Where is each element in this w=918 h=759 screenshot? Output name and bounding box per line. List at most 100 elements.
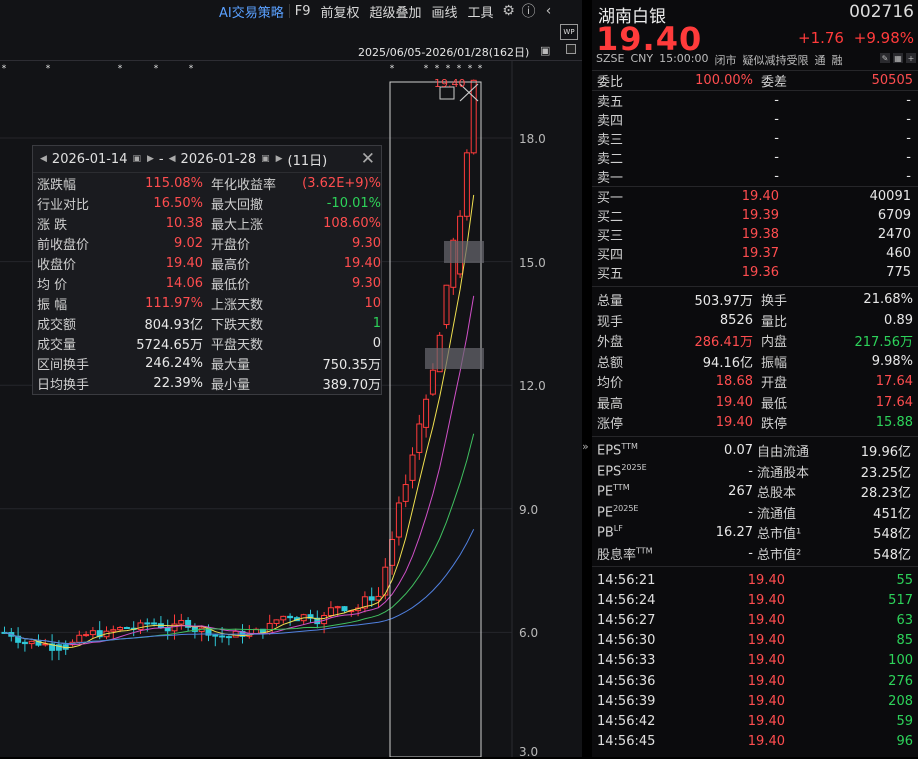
calendar-icon[interactable]: ▣	[132, 154, 141, 164]
y-tick-label: 9.0	[519, 503, 539, 517]
detail-value: 19.40	[715, 415, 753, 430]
close-icon[interactable]: ✕	[360, 149, 375, 169]
detail-value: 94.16亿	[702, 355, 753, 371]
stat-row: 日均换手 22.39% 最小量 389.70万	[33, 373, 381, 393]
wp-icon[interactable]: WP	[560, 24, 578, 40]
stat-value: 804.93亿	[144, 317, 204, 333]
next-end-arrow-icon[interactable]: ▶	[275, 154, 283, 164]
candle-body	[382, 566, 389, 596]
pencil-icon[interactable]: ✎	[880, 53, 890, 63]
fund-label: 总股本	[757, 486, 797, 501]
detail-label: 开盘	[761, 376, 788, 391]
fund-label-text: EPS	[597, 443, 622, 459]
event-star-icon: *	[189, 64, 194, 74]
tick-volume: 100	[888, 653, 913, 669]
kline-chart-panel[interactable]: * * * * * * * * * * * * 19.40 AI交易策略 F9 前复权 超级叠加 画线 …	[0, 0, 582, 759]
fund-label-sup: 2025E	[621, 462, 647, 472]
plus-icon[interactable]: +	[906, 53, 916, 63]
toolbar-ai-strategy[interactable]: AI交易策略	[219, 5, 284, 21]
fund-label-sup: 2025E	[613, 503, 639, 513]
end-date-field[interactable]: 2026-01-28	[180, 151, 257, 167]
chart-range-label: 2025/06/05-2026/01/28(162日)	[358, 46, 530, 59]
fund-label-text: EPS	[597, 464, 622, 480]
event-star-icon: *	[424, 64, 429, 74]
fund-label: EPS2025E	[592, 463, 675, 479]
calendar-icon[interactable]: ▣	[540, 44, 551, 57]
kline-chart[interactable]: * * * * * * * * * * * *19.40	[0, 0, 582, 757]
prev-start-arrow-icon[interactable]: ◀	[40, 154, 47, 164]
candle-body	[178, 619, 185, 625]
stat-label: 成交额	[37, 317, 77, 333]
toolbar-overlay[interactable]: 超级叠加	[369, 5, 422, 21]
quote-panel: 湖南白银 002716 19.40 +1.76 +9.98% SZSE CNY …	[592, 0, 918, 757]
fund-label: EPSTTM	[592, 442, 675, 458]
moving-average-line	[4, 529, 475, 644]
detail-value: 18.68	[715, 374, 753, 389]
ask-volume: -	[906, 150, 911, 165]
y-tick-label: 3.0	[519, 745, 539, 759]
stat-label: 平盘天数	[211, 337, 264, 353]
fund-value: 19.96亿	[860, 445, 911, 460]
market-status: 闭市	[714, 54, 737, 67]
divider	[592, 70, 918, 71]
help-icon[interactable]: ⓘ	[521, 4, 536, 20]
stat-value: 9.30	[352, 235, 381, 251]
candle-body	[327, 607, 334, 616]
stat-label: 日均换手	[37, 377, 90, 393]
ask-label: 卖二	[597, 152, 624, 167]
candle-body	[416, 423, 423, 453]
ask-row: 卖三 - -	[592, 129, 918, 148]
stat-value: 115.08%	[145, 175, 203, 191]
tick-time: 14:56:45	[597, 733, 656, 749]
tick-price: 19.40	[747, 573, 785, 588]
candle-body	[96, 630, 103, 638]
fund-value: 267	[728, 484, 753, 499]
candle-body	[307, 614, 314, 619]
stat-value: 108.60%	[323, 215, 381, 231]
ask-volume: -	[906, 93, 911, 108]
toolbar-draw[interactable]: 画线	[431, 5, 458, 21]
expand-arrow-icon[interactable]: »	[582, 440, 589, 453]
toolbar-adjust[interactable]: 前复权	[320, 5, 360, 21]
bid-row: 买五 19.36 775	[592, 263, 918, 282]
tick-time: 14:56:36	[597, 673, 656, 689]
event-star-icon: *	[2, 64, 7, 74]
fund-value: -	[748, 545, 753, 561]
y-tick-label: 6.0	[519, 626, 539, 640]
layout-icon[interactable]: ▦	[893, 53, 903, 63]
candle-body	[423, 398, 430, 428]
toolbar-tools[interactable]: 工具	[467, 5, 494, 21]
fund-label-text: PB	[597, 525, 614, 541]
calendar-icon[interactable]: ▣	[261, 154, 270, 164]
fundamental-row: PETTM 267 总股本 28.23亿	[592, 482, 918, 501]
ask-volume: -	[906, 131, 911, 146]
detail-label: 换手	[761, 294, 788, 309]
candle-body	[191, 626, 198, 632]
gear-icon[interactable]: ⚙	[502, 3, 515, 19]
fund-label: PETTM	[592, 483, 675, 499]
next-start-arrow-icon[interactable]: ▶	[147, 154, 154, 164]
event-star-icon: *	[478, 64, 483, 74]
bid-price: 19.39	[741, 208, 779, 223]
ask-price: -	[774, 169, 779, 184]
candle-body	[219, 635, 226, 638]
event-star-icon: *	[468, 64, 473, 74]
tick-row: 14:56:36 19.40 276	[592, 672, 918, 691]
selection-handle	[425, 348, 484, 369]
fundamental-row: PE2025E - 流通值 451亿	[592, 503, 918, 522]
prev-end-arrow-icon[interactable]: ◀	[168, 154, 176, 164]
stat-label: 行业对比	[37, 197, 90, 213]
toolbar-f9[interactable]: F9	[294, 3, 311, 19]
divider	[592, 90, 918, 91]
legend-toggle-icon[interactable]	[566, 44, 576, 54]
tick-row: 14:56:45 19.40 96	[592, 732, 918, 751]
candle-body	[55, 644, 62, 651]
detail-row: 总量 503.97万 换手 21.68%	[592, 290, 918, 309]
collapse-left-icon[interactable]: ‹	[545, 3, 552, 19]
start-date-field[interactable]: 2026-01-14	[51, 151, 128, 167]
tick-price: 19.40	[747, 693, 785, 709]
stat-value: 19.40	[343, 255, 381, 271]
fundamental-row: EPS2025E - 流通股本 23.25亿	[592, 462, 918, 481]
stat-row: 涨跌幅 115.08% 年化收益率 (3.62E+9)%	[33, 173, 381, 193]
detail-row: 最高 19.40 最低 17.64	[592, 393, 918, 412]
